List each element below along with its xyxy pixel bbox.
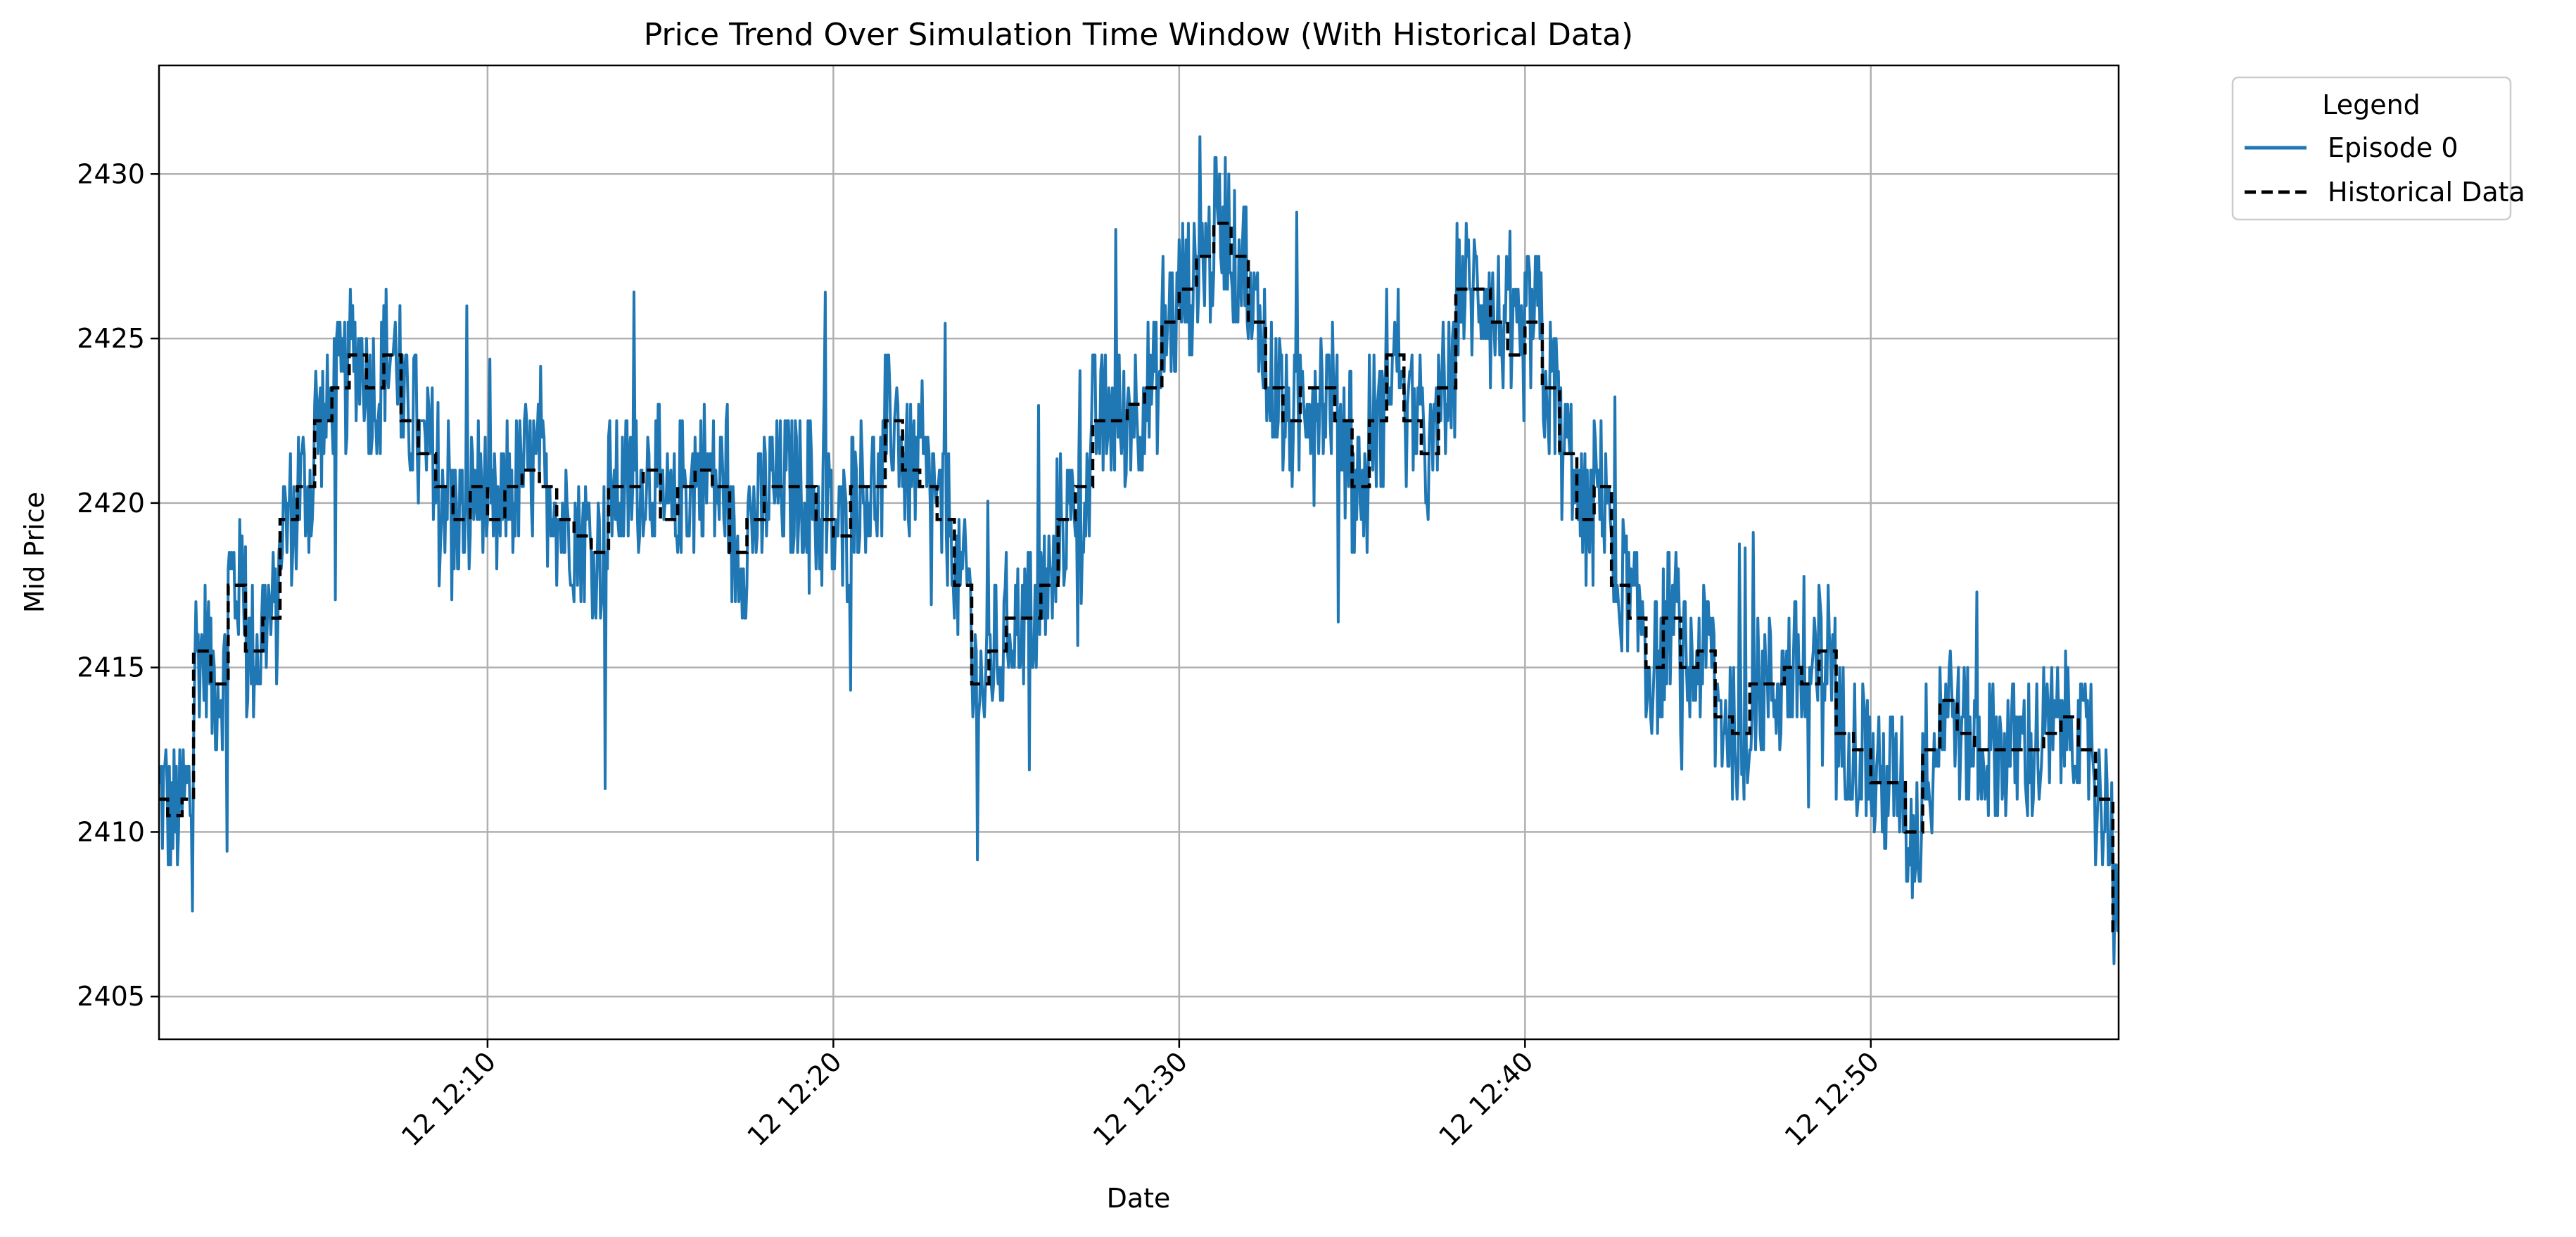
y-tick-label: 2425 [77,323,145,354]
x-axis-label: Date [1107,1183,1171,1214]
y-axis: 2405 2410 2415 2420 2425 2430 [77,158,159,1012]
y-axis-label: Mid Price [19,492,50,613]
y-tick-label: 2410 [77,816,145,847]
plot-area [159,135,2119,965]
legend: Legend Episode 0 Historical Data [2231,76,2525,221]
y-tick-label: 2420 [77,488,145,519]
series-episode-0-line [159,135,2119,965]
chart-title: Price Trend Over Simulation Time Window … [644,17,1633,53]
series-historical-data-line [159,222,2119,932]
legend-entry-historical-data: Historical Data [2328,177,2525,208]
y-tick-label: 2415 [77,652,145,683]
y-tick-label: 2405 [77,981,145,1012]
y-tick-label: 2430 [77,158,145,189]
plot-frame [158,64,2120,1041]
legend-entry-episode-0: Episode 0 [2328,132,2458,163]
legend-box [2231,76,2512,221]
legend-title: Legend [2322,89,2420,120]
